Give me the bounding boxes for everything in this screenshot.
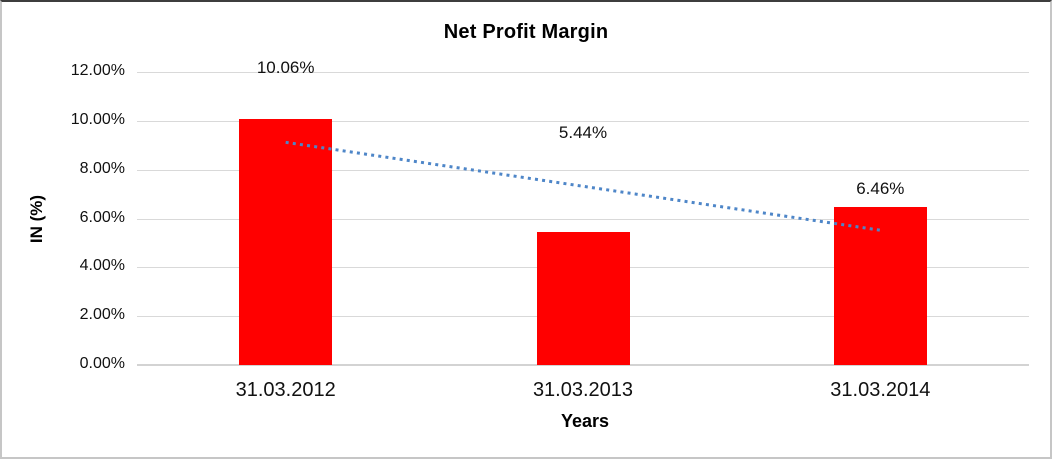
gridline [137, 120, 1029, 122]
data-label: 5.44% [558, 123, 608, 142]
x-tick-label: 31.03.2014 [830, 379, 931, 401]
bar-31.03.2012 [239, 119, 333, 365]
x-axis-line [137, 364, 1029, 366]
bar-31.03.2013 [536, 232, 630, 365]
y-tick-label: 0.00% [79, 355, 125, 372]
y-tick-label: 2.00% [79, 306, 125, 324]
x-tick-label: 31.03.2013 [532, 379, 634, 401]
data-label: 6.46% [856, 179, 905, 198]
y-tick-label: 8.00% [79, 159, 125, 177]
gridline [137, 72, 1029, 73]
y-tick-label: 6.00% [79, 208, 125, 226]
y-tick-label: 4.00% [79, 257, 125, 275]
y-tick-label: 10.00% [70, 110, 125, 128]
chart-title: Net Profit Margin [443, 21, 609, 43]
bar-31.03.2014 [833, 207, 927, 365]
x-tick-label: 31.03.2012 [235, 379, 336, 401]
x-axis-title: Years [560, 411, 610, 431]
y-tick-label: 12.00% [70, 62, 125, 79]
data-label: 10.06% [256, 58, 315, 77]
